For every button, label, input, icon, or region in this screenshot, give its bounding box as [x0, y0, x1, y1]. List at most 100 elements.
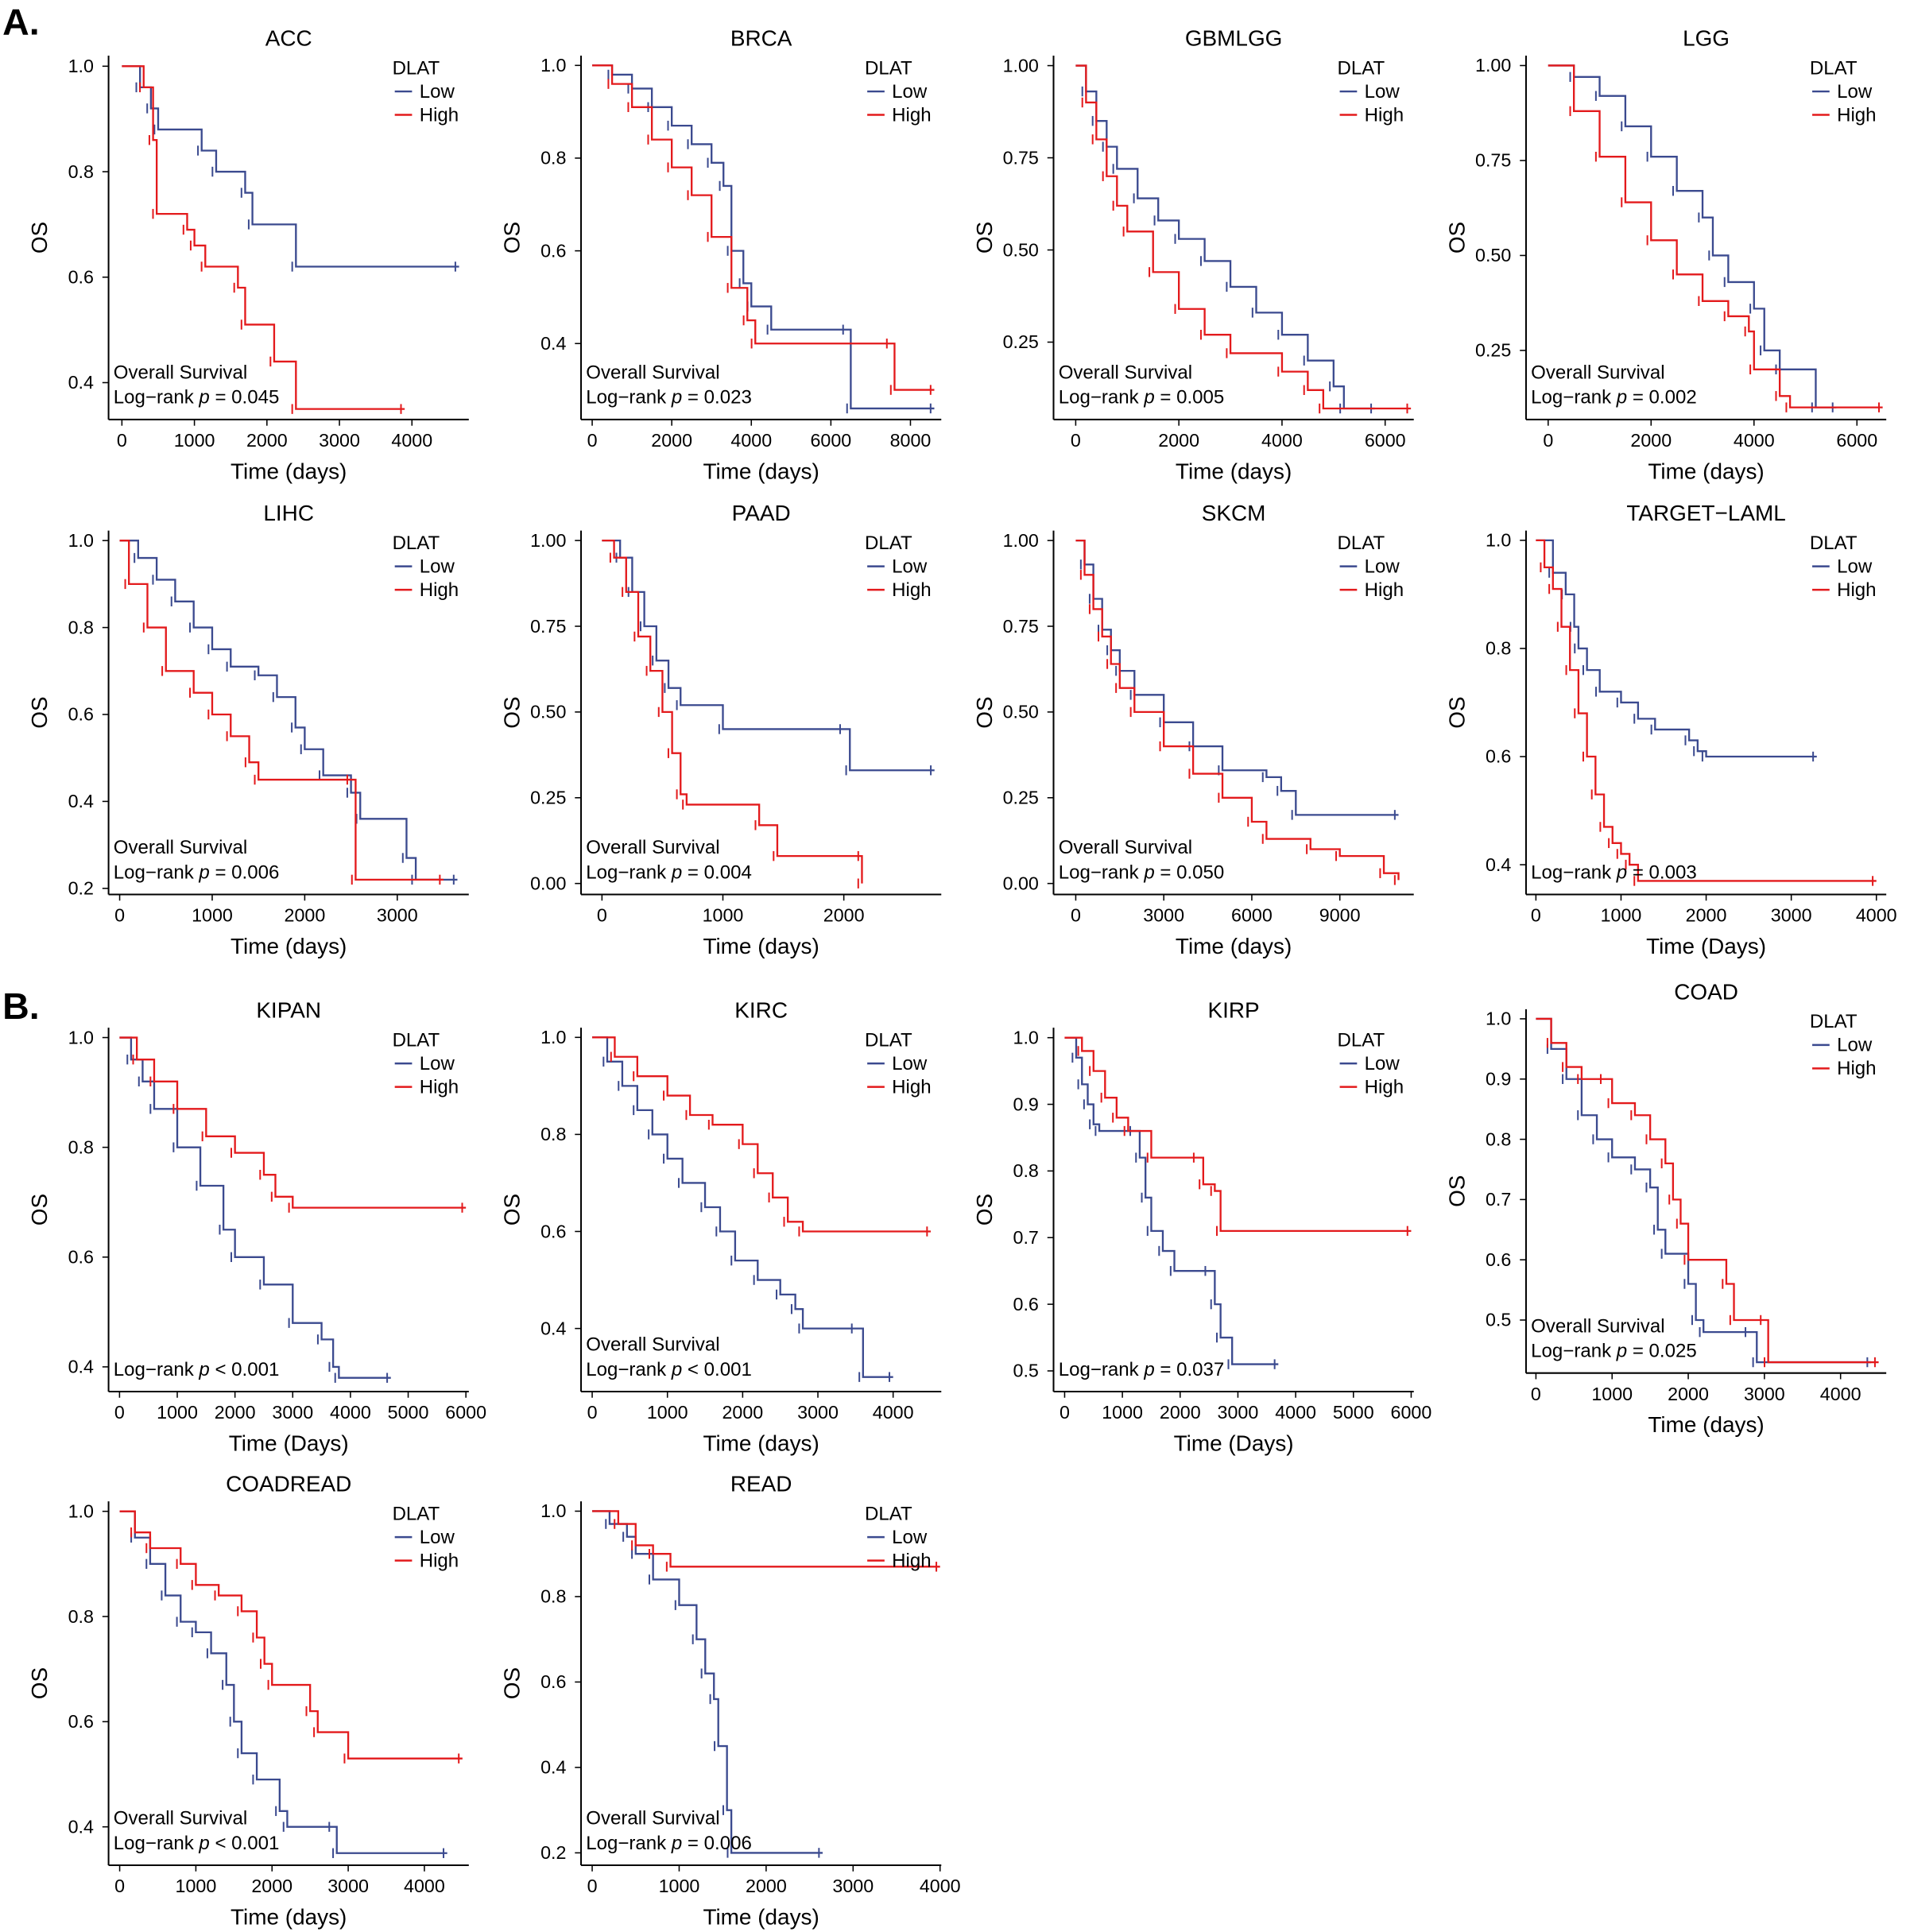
logrank-pvalue: Log−rank p = 0.005 — [1059, 387, 1225, 408]
y-axis-label: OS — [972, 222, 997, 254]
pvalue-symbol: p — [1616, 861, 1627, 883]
legend-title: DLAT — [1337, 57, 1385, 79]
pvalue-text: = 0.006 — [682, 1833, 752, 1854]
logrank-pvalue: Log−rank p = 0.004 — [586, 861, 752, 883]
y-tick-label: 0.50 — [530, 702, 566, 722]
annotation-overall-survival: Overall Survival — [114, 362, 247, 384]
survival-curve-high — [592, 1036, 932, 1233]
legend-label-low: Low — [420, 81, 455, 103]
x-tick-label: 0 — [114, 1876, 125, 1896]
y-axis-label: OS — [1444, 696, 1469, 728]
y-tick-label: 0.25 — [530, 788, 566, 808]
pvalue-text: = 0.023 — [682, 387, 752, 408]
x-tick-label: 6000 — [810, 430, 851, 451]
x-tick-label: 0 — [114, 905, 125, 926]
x-tick-label: 2000 — [1160, 1402, 1201, 1423]
legend-title: DLAT — [865, 532, 912, 554]
x-tick-label: 3000 — [1771, 905, 1812, 926]
y-tick-label: 0.2 — [68, 878, 94, 899]
legend-label-high: High — [1365, 104, 1404, 126]
y-tick-label: 0.4 — [68, 372, 94, 393]
survival-curve-low — [119, 1036, 391, 1379]
x-tick-label: 0 — [1071, 905, 1081, 926]
survival-curve-high — [1536, 1017, 1879, 1364]
pvalue-prefix: Log−rank — [1531, 387, 1617, 408]
x-tick-label: 2000 — [722, 1402, 763, 1423]
y-tick-label: 0.6 — [68, 704, 94, 725]
x-tick-label: 6000 — [1391, 1402, 1432, 1423]
pvalue-text: = 0.045 — [210, 387, 280, 408]
y-tick-label: 1.0 — [540, 55, 566, 75]
x-tick-label: 0 — [1543, 430, 1553, 451]
y-tick-label: 0.00 — [530, 873, 566, 893]
y-tick-label: 0.4 — [540, 1757, 566, 1778]
y-tick-label: 0.4 — [68, 1357, 94, 1377]
y-tick-label: 0.4 — [540, 333, 566, 354]
pvalue-symbol: p — [1143, 387, 1154, 408]
x-axis-label: Time (Days) — [229, 1431, 349, 1455]
y-tick-label: 0.8 — [68, 1136, 94, 1157]
survival-curve-high — [1064, 1036, 1412, 1233]
y-tick-label: 0.8 — [1486, 638, 1511, 659]
logrank-pvalue: Log−rank p = 0.037 — [1059, 1359, 1225, 1380]
legend-label-high: High — [420, 1550, 459, 1571]
legend-label-low: Low — [892, 1527, 928, 1548]
y-tick-label: 1.0 — [1486, 530, 1511, 551]
chart-title: KIRC — [734, 998, 788, 1023]
pvalue-prefix: Log−rank — [586, 861, 672, 883]
survival-curve-low — [1075, 64, 1375, 410]
survival-curve-high — [592, 1510, 940, 1568]
x-tick-label: 0 — [117, 430, 127, 451]
legend-title: DLAT — [1337, 1029, 1385, 1051]
pvalue-symbol: p — [1143, 1359, 1154, 1380]
pvalue-symbol: p — [1143, 861, 1154, 883]
legend-label-low: Low — [1837, 81, 1873, 103]
x-tick-label: 3000 — [319, 430, 360, 451]
x-tick-label: 9000 — [1319, 905, 1361, 926]
y-axis-label: OS — [1444, 1175, 1469, 1207]
pvalue-prefix: Log−rank — [1059, 861, 1145, 883]
y-tick-label: 0.7 — [1013, 1227, 1039, 1248]
y-tick-label: 0.8 — [540, 148, 566, 168]
x-axis-label: Time (Days) — [1174, 1431, 1294, 1455]
legend-label-high: High — [1837, 1058, 1876, 1079]
legend-title: DLAT — [1810, 1011, 1858, 1032]
x-tick-label: 0 — [1531, 1384, 1541, 1404]
y-tick-label: 1.00 — [530, 530, 566, 551]
legend-label-high: High — [892, 579, 931, 601]
survival-curve-high — [1536, 539, 1877, 882]
pvalue-text: = 0.005 — [1155, 387, 1225, 408]
logrank-pvalue: Log−rank p = 0.025 — [1531, 1341, 1697, 1362]
x-axis-label: Time (days) — [703, 459, 819, 483]
x-tick-label: 3000 — [327, 1876, 369, 1896]
y-axis-label: OS — [499, 222, 524, 254]
km-panel-brca: 0 2000 4000 6000 8000 0.4 0.6 0.8 1.0 BRCA Time (d… — [499, 26, 942, 483]
legend-title: DLAT — [393, 1503, 440, 1524]
y-tick-label: 0.00 — [1003, 873, 1039, 893]
legend-label-low: Low — [892, 1053, 928, 1074]
survival-curve-low — [119, 540, 458, 881]
survival-curve-low — [1536, 1017, 1871, 1364]
logrank-pvalue: Log−rank p = 0.006 — [586, 1833, 752, 1854]
y-axis-label: OS — [27, 1667, 52, 1699]
legend-title: DLAT — [865, 57, 912, 79]
x-tick-label: 1000 — [174, 430, 215, 451]
legend-label-high: High — [892, 1550, 931, 1571]
x-tick-label: 5000 — [1333, 1402, 1374, 1423]
chart-title: KIRP — [1208, 998, 1260, 1023]
chart-title: ACC — [265, 26, 312, 51]
y-tick-label: 0.50 — [1003, 702, 1039, 722]
legend-title: DLAT — [393, 1029, 440, 1051]
y-tick-label: 0.50 — [1003, 239, 1039, 260]
survival-curve-high — [1075, 64, 1412, 410]
survival-curve-low — [592, 64, 935, 410]
y-tick-label: 0.5 — [1486, 1310, 1511, 1330]
y-tick-label: 0.6 — [1486, 1249, 1511, 1270]
pvalue-symbol: p — [671, 861, 682, 883]
x-tick-label: 6000 — [1365, 430, 1406, 451]
survival-curve-high — [1075, 539, 1400, 881]
legend-title: DLAT — [1810, 532, 1858, 554]
x-tick-label: 4000 — [1275, 1402, 1316, 1423]
y-tick-label: 0.75 — [530, 616, 566, 637]
y-axis-label: OS — [499, 696, 524, 728]
